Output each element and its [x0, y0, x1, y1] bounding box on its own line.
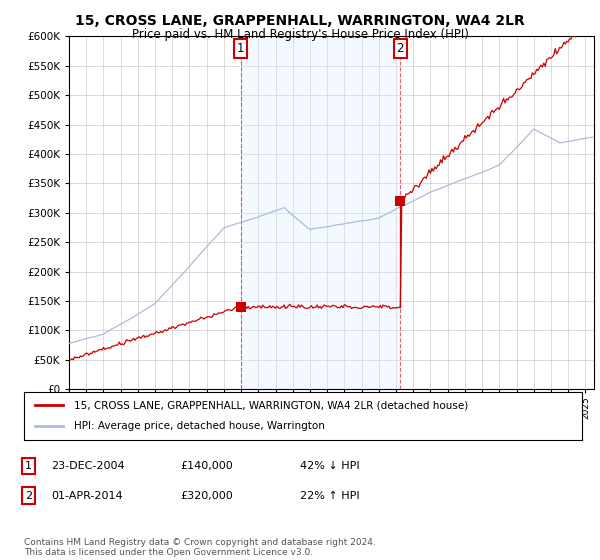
Text: Contains HM Land Registry data © Crown copyright and database right 2024.
This d: Contains HM Land Registry data © Crown c…	[24, 538, 376, 557]
Text: 2: 2	[397, 42, 404, 55]
Text: 42% ↓ HPI: 42% ↓ HPI	[300, 461, 359, 471]
Text: 01-APR-2014: 01-APR-2014	[51, 491, 122, 501]
Text: 1: 1	[25, 461, 32, 471]
Text: Price paid vs. HM Land Registry's House Price Index (HPI): Price paid vs. HM Land Registry's House …	[131, 28, 469, 41]
Text: £320,000: £320,000	[180, 491, 233, 501]
Bar	[241, 36, 400, 389]
Text: 15, CROSS LANE, GRAPPENHALL, WARRINGTON, WA4 2LR: 15, CROSS LANE, GRAPPENHALL, WARRINGTON,…	[75, 14, 525, 28]
Text: 15, CROSS LANE, GRAPPENHALL, WARRINGTON, WA4 2LR (detached house): 15, CROSS LANE, GRAPPENHALL, WARRINGTON,…	[74, 400, 469, 410]
Text: HPI: Average price, detached house, Warrington: HPI: Average price, detached house, Warr…	[74, 421, 325, 431]
Text: 1: 1	[237, 42, 244, 55]
Text: 2: 2	[25, 491, 32, 501]
Text: 22% ↑ HPI: 22% ↑ HPI	[300, 491, 359, 501]
Text: 23-DEC-2004: 23-DEC-2004	[51, 461, 125, 471]
Text: £140,000: £140,000	[180, 461, 233, 471]
